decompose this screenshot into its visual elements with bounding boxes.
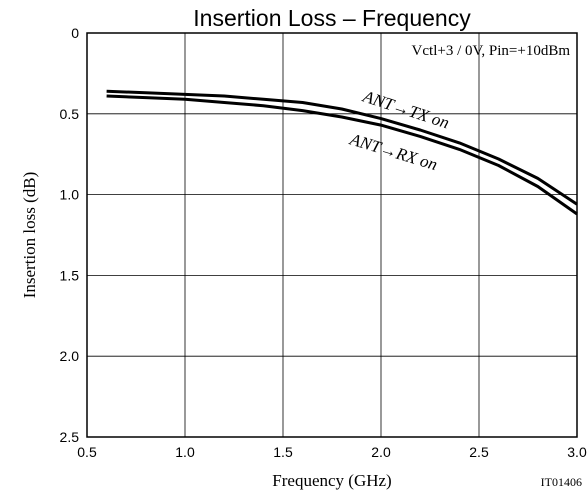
series-label-rx: ANT→RX on	[347, 129, 440, 174]
x-axis-label: Frequency (GHz)	[272, 471, 391, 490]
x-tick-label: 2.0	[371, 444, 391, 460]
y-tick-label: 2.5	[60, 429, 80, 445]
tick-labels: 0.5 1.0 1.5 2.0 2.5 3.0 0 0.5 1.0 1.5 2.0 2.5	[60, 25, 587, 460]
y-axis-label: Insertion loss (dB)	[20, 172, 39, 299]
figure-id: IT01406	[541, 475, 582, 489]
series-line-rx	[106, 94, 578, 216]
x-tick-label: 1.5	[273, 444, 293, 460]
x-tick-label: 2.5	[469, 444, 489, 460]
y-tick-label: 0	[71, 25, 79, 41]
condition-note: Vctl+3 / 0V, Pin=+10dBm	[412, 43, 571, 59]
chart-title: Insertion Loss – Frequency	[193, 5, 471, 31]
series-line-tx	[106, 89, 578, 206]
x-tick-label: 1.0	[175, 444, 195, 460]
y-tick-label: 1.0	[60, 187, 80, 203]
y-tick-label: 2.0	[60, 348, 80, 364]
x-tick-label: 3.0	[567, 444, 587, 460]
y-tick-label: 1.5	[60, 267, 80, 283]
x-tick-label: 0.5	[77, 444, 97, 460]
plot-area	[86, 32, 578, 438]
series-lines	[106, 89, 578, 216]
y-tick-label: 0.5	[60, 106, 80, 122]
